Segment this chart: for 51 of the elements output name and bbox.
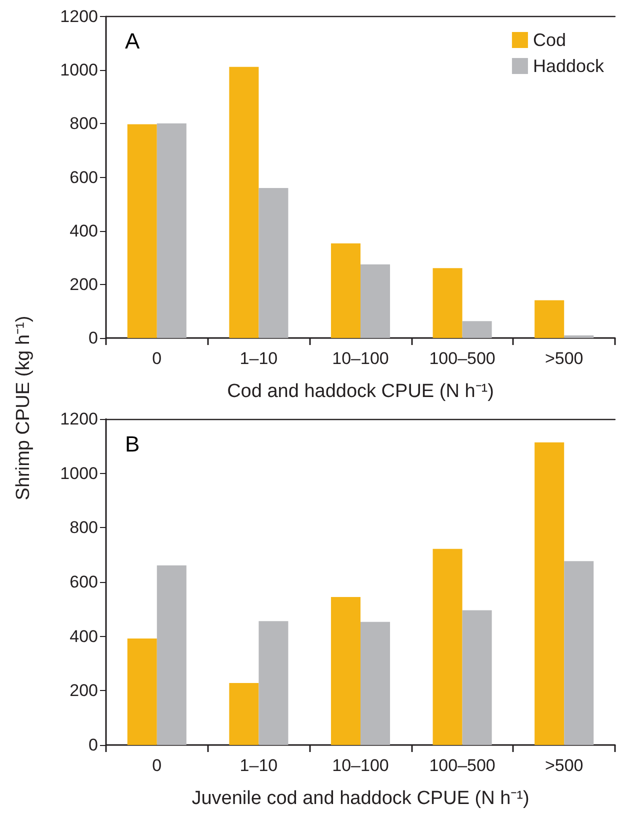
bar [156, 565, 186, 745]
annotation: A [125, 28, 140, 54]
bar [564, 561, 594, 745]
bar [534, 300, 564, 338]
y-tick-label: 800 [70, 114, 98, 134]
bar [432, 548, 462, 745]
bar [258, 621, 288, 745]
bar [127, 638, 157, 745]
bar [156, 123, 186, 338]
bar [534, 442, 564, 745]
y-tick-label: 1200 [60, 410, 98, 428]
x-tick-label: 1–10 [240, 349, 278, 368]
y-tick-label: 1000 [60, 60, 98, 80]
x-tick-label: 10–100 [332, 756, 389, 775]
x-axis-title: Cod and haddock CPUE (N h⁻¹) [227, 381, 494, 402]
y-tick-label: 0 [88, 736, 98, 754]
y-tick-label: 200 [70, 681, 98, 700]
x-tick-label: >500 [544, 756, 584, 775]
y-tick-label: 0 [88, 328, 98, 348]
y-tick-label: 800 [70, 518, 98, 538]
bar [229, 683, 259, 745]
y-axis-title: Shrimp CPUE (kg h⁻¹) [12, 316, 35, 500]
x-axis-title: Juvenile cod and haddock CPUE (N h⁻¹) [192, 788, 530, 809]
y-tick-label: 400 [70, 626, 98, 646]
x-tick-label: 1–10 [240, 756, 278, 775]
bar [432, 268, 462, 338]
bar [127, 124, 157, 338]
x-tick-label: >500 [544, 349, 584, 368]
y-tick-label: 1000 [60, 464, 98, 483]
y-tick-label: 600 [70, 168, 98, 187]
bar [462, 610, 492, 745]
y-tick-label: 1200 [60, 7, 98, 26]
x-tick-label: 10–100 [332, 349, 389, 368]
bar [462, 321, 492, 338]
x-tick-label: 100–500 [429, 349, 496, 368]
legend-label: Haddock [532, 56, 605, 76]
bar [330, 596, 360, 745]
x-tick-label: 0 [152, 349, 162, 368]
annotation: B [125, 432, 140, 456]
bar [360, 622, 390, 745]
x-tick-label: 0 [152, 756, 162, 775]
bar [360, 264, 390, 338]
bar [564, 335, 594, 338]
y-tick-label: 400 [70, 221, 98, 240]
x-tick-label: 100–500 [429, 756, 496, 775]
legend-label: Cod [532, 30, 566, 50]
y-tick-label: 600 [70, 572, 98, 592]
bar [258, 188, 288, 338]
bar [330, 243, 360, 338]
bar [229, 66, 259, 338]
y-tick-label: 200 [70, 274, 98, 294]
